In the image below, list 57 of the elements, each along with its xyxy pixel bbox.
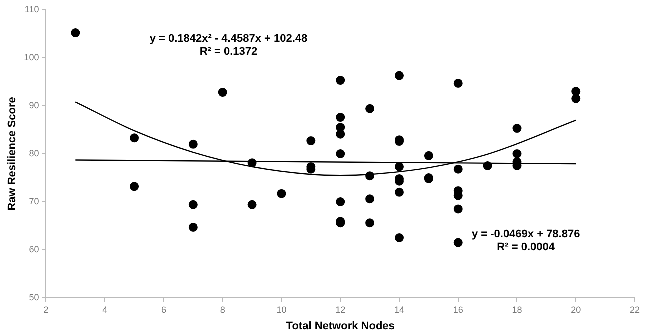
point — [366, 172, 375, 181]
point — [366, 194, 375, 204]
point — [130, 134, 140, 143]
x-tick-label: 2 — [44, 304, 49, 315]
x-tick-label: 22 — [630, 304, 640, 315]
point — [366, 104, 375, 114]
point — [454, 238, 463, 248]
annotation: R² = 0.0004 — [497, 242, 556, 254]
annotation: y = 0.1842x² - 4.4587x + 102.48 — [150, 32, 308, 45]
point — [306, 136, 316, 146]
y-axis-title: Raw Resilience Score — [6, 97, 19, 211]
point — [248, 200, 257, 210]
point — [336, 198, 346, 206]
y-tick-label: 60 — [29, 244, 40, 254]
point — [188, 222, 198, 232]
point — [483, 162, 492, 170]
point — [188, 200, 198, 210]
x-tick-label: 18 — [512, 304, 522, 315]
x-tick-label: 8 — [220, 304, 226, 315]
point — [366, 218, 375, 228]
point — [454, 78, 463, 88]
point — [277, 189, 286, 198]
point — [454, 164, 463, 174]
point — [130, 182, 140, 192]
point — [512, 124, 522, 134]
point — [218, 88, 228, 98]
x-tick-label: 16 — [453, 304, 464, 315]
point — [572, 94, 581, 104]
point — [336, 76, 346, 86]
point — [394, 71, 404, 80]
point — [394, 234, 404, 242]
x-tick-label: 12 — [336, 304, 346, 315]
point — [336, 150, 346, 158]
annotation: R² = 0.1372 — [200, 46, 258, 58]
x-axis-title: Total Network Nodes — [286, 320, 395, 332]
x-tick-label: 4 — [102, 304, 108, 315]
point — [394, 188, 404, 197]
y-tick-label: 100 — [24, 52, 40, 62]
point — [512, 150, 522, 158]
point — [394, 162, 404, 172]
y-tick-label: 80 — [29, 148, 40, 158]
y-tick-label: 110 — [24, 4, 40, 14]
point — [572, 87, 581, 96]
y-tick-label: 90 — [29, 100, 40, 110]
x-tick-label: 20 — [571, 304, 582, 315]
point — [424, 151, 434, 160]
annotation: y = -0.0469x + 78.876 — [472, 228, 580, 241]
x-tick-label: 6 — [161, 304, 166, 315]
point — [71, 28, 80, 38]
point — [188, 140, 198, 149]
x-tick-label: 10 — [276, 304, 287, 315]
point — [336, 113, 346, 122]
x-tick-label: 14 — [394, 304, 404, 315]
y-tick-label: 50 — [29, 292, 40, 302]
y-tick-label: 70 — [29, 196, 40, 206]
point — [248, 158, 257, 168]
point — [454, 204, 463, 214]
